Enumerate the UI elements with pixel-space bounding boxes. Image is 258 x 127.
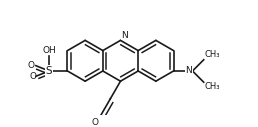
- Text: CH₃: CH₃: [204, 50, 220, 59]
- Text: N: N: [121, 31, 128, 40]
- Text: OH: OH: [42, 46, 56, 55]
- Text: O: O: [92, 118, 99, 127]
- Text: S: S: [46, 66, 52, 76]
- Text: O: O: [30, 72, 37, 81]
- Text: O: O: [28, 61, 35, 70]
- Text: N: N: [186, 66, 192, 75]
- Text: CH₃: CH₃: [204, 83, 220, 91]
